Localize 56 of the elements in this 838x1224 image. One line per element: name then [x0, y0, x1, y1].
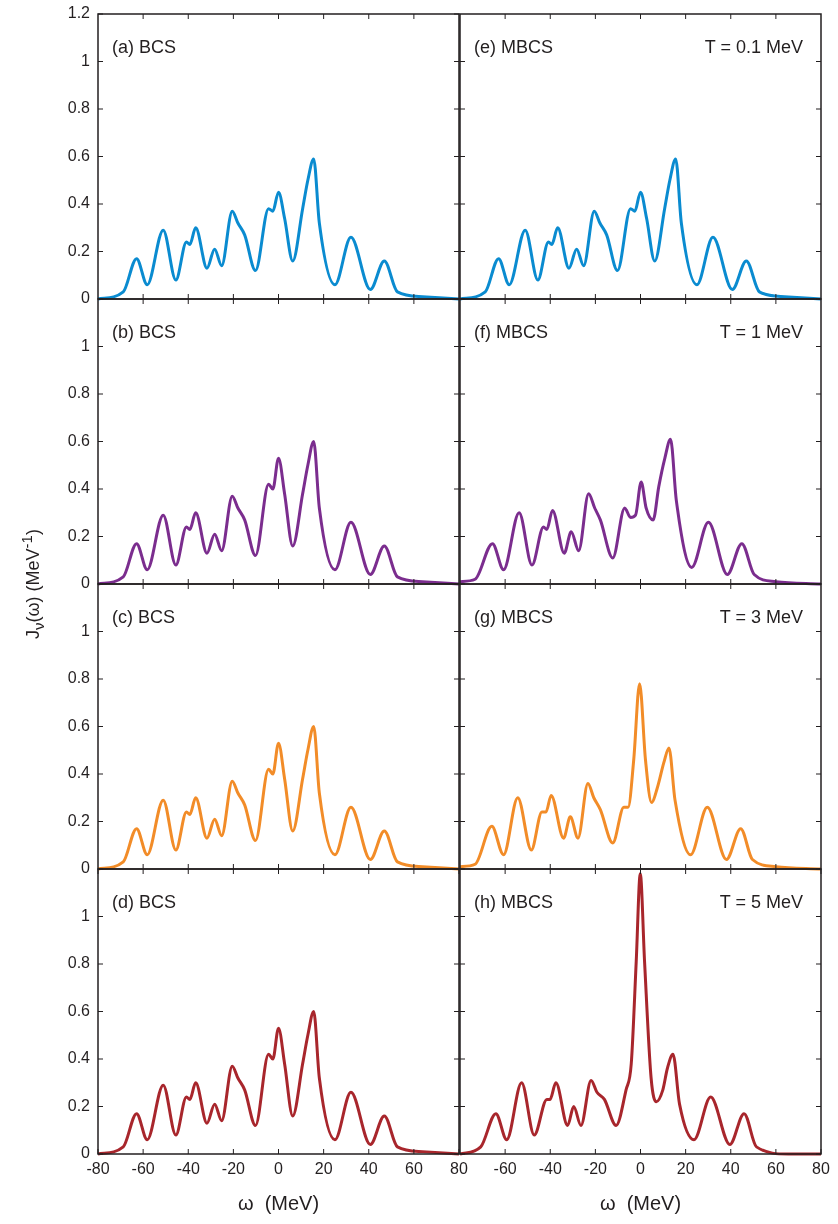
y-tick-label: 0.6	[67, 1001, 91, 1019]
annotation: T = 3 MeV	[719, 606, 803, 627]
y-tick-label: 0.6	[67, 146, 91, 164]
x-tick-label: -60	[131, 1160, 155, 1178]
y-tick-label: 1	[81, 51, 91, 69]
x-tick-label: -20	[221, 1160, 246, 1178]
x-tick-label: 0	[274, 1160, 284, 1178]
x-axis-title: ω (MeV)	[237, 1191, 320, 1214]
y-tick-label: 0	[81, 289, 91, 307]
y-tick-label: 0.4	[67, 1049, 91, 1067]
annotation: (d) BCS	[112, 891, 177, 912]
x-tick-label: 0	[636, 1160, 646, 1178]
y-tick-label: 0.4	[67, 764, 91, 782]
x-tick-label: -80	[86, 1160, 110, 1178]
annotation: (b) BCS	[112, 321, 177, 342]
annotation: (e) MBCS	[474, 36, 554, 57]
y-tick-label: 0.4	[67, 479, 91, 497]
x-tick-label: 60	[404, 1160, 423, 1178]
x-tick-label: 80	[812, 1160, 830, 1178]
y-tick-label: 0.2	[67, 1096, 91, 1114]
annotation: T = 5 MeV	[719, 891, 803, 912]
y-tick-label: 0.8	[67, 954, 91, 972]
y-tick-label: 0.4	[67, 194, 91, 212]
annotation: T = 1 MeV	[719, 321, 803, 342]
y-tick-label: 0.8	[67, 669, 91, 687]
y-tick-label: 0	[81, 574, 91, 592]
x-tick-label: 80	[450, 1160, 468, 1178]
annotation: (a) BCS	[112, 36, 177, 57]
y-tick-label: 1	[81, 906, 91, 924]
y-tick-label: 0.6	[67, 431, 91, 449]
annotation: (g) MBCS	[474, 606, 554, 627]
annotation: T = 0.1 MeV	[704, 36, 803, 57]
y-tick-label: 0.8	[67, 384, 91, 402]
annotation: (c) BCS	[112, 606, 175, 627]
y-tick-label: 0.2	[67, 811, 91, 829]
x-tick-label: -20	[583, 1160, 608, 1178]
x-tick-label: 20	[314, 1160, 333, 1178]
x-tick-label: -60	[493, 1160, 517, 1178]
y-tick-label: 0	[81, 1144, 91, 1162]
y-tick-label: 1.2	[67, 4, 91, 22]
y-tick-label: 1	[81, 621, 91, 639]
y-tick-label: 0.8	[67, 99, 91, 117]
annotation: (h) MBCS	[474, 891, 554, 912]
y-tick-label: 1	[81, 336, 91, 354]
x-tick-label: 60	[766, 1160, 785, 1178]
y-tick-label: 0.2	[67, 526, 91, 544]
y-tick-label: 0.6	[67, 716, 91, 734]
x-tick-label: -40	[176, 1160, 200, 1178]
x-tick-label: 40	[721, 1160, 740, 1178]
x-tick-label: -40	[538, 1160, 562, 1178]
x-tick-label: 40	[359, 1160, 378, 1178]
x-tick-label: 20	[676, 1160, 695, 1178]
y-tick-label: 0.2	[67, 241, 91, 259]
x-axis-title: ω (MeV)	[599, 1191, 682, 1214]
annotation: (f) MBCS	[474, 321, 548, 342]
y-tick-label: 0	[81, 859, 91, 877]
